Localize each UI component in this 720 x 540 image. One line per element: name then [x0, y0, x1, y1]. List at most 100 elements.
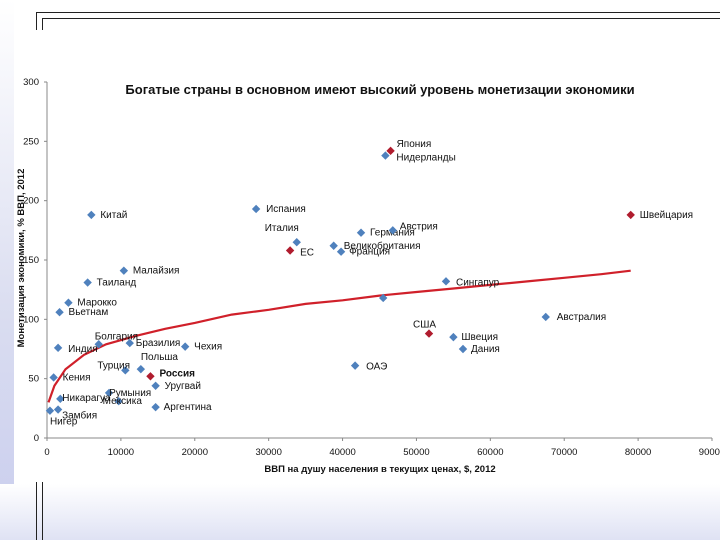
data-point-marker: [458, 344, 468, 354]
x-tick-label: 70000: [551, 447, 577, 458]
data-point-label: Китай: [100, 210, 127, 221]
data-point-marker: [151, 381, 160, 390]
data-point-label: Вьетнам: [69, 307, 109, 318]
x-axis-label: ВВП на душу населения в текущих ценах, $…: [264, 464, 495, 475]
y-axis-label: Монетизация экономики, % ВВП, 2012: [16, 169, 27, 348]
data-point-label: Австралия: [557, 312, 606, 323]
data-point-label: Швейцария: [640, 210, 693, 221]
data-point-label: Испания: [266, 204, 306, 215]
x-tick-label: 0: [44, 447, 49, 458]
data-point-label: Малайзия: [133, 266, 180, 277]
data-point-label: Нигер: [50, 417, 78, 428]
data-point-label: Бразилия: [136, 338, 181, 349]
y-tick-label: 300: [23, 77, 39, 88]
data-point-marker: [125, 338, 134, 348]
data-point-marker: [56, 394, 65, 404]
data-point-marker: [329, 241, 338, 250]
data-point-marker: [45, 406, 55, 415]
y-tick-label: 100: [23, 314, 39, 325]
data-point-marker: [441, 277, 451, 286]
data-point-marker: [285, 246, 295, 255]
data-point-label: Дания: [471, 344, 500, 355]
data-point-marker: [94, 340, 103, 349]
data-point-marker: [53, 343, 63, 353]
chart-background: [14, 30, 712, 482]
data-point-marker: [119, 266, 129, 275]
data-point-label: Великобритания: [344, 240, 421, 252]
frame-line-top-inner: [42, 18, 720, 19]
x-tick-label: 80000: [625, 447, 651, 458]
axes-group: 0 50 100 150 200 250 300 0 10000 20000 30000 40000 5…: [23, 77, 720, 458]
data-point-marker: [87, 210, 96, 220]
data-point-marker: [626, 210, 635, 220]
data-point-marker: [292, 238, 301, 247]
data-point-label: Уругвай: [165, 381, 201, 392]
data-point-label: Замбия: [62, 410, 97, 422]
data-point-marker: [121, 366, 130, 375]
data-point-label: Индия: [68, 344, 98, 355]
points-group: ЯпонияНидерландыКитайИспанияШвейцарияГер…: [45, 139, 693, 428]
y-tick-label: 200: [23, 196, 39, 207]
data-point-label: Франция: [349, 247, 390, 258]
x-tick-label: 60000: [477, 447, 503, 458]
data-point-marker: [146, 372, 155, 381]
data-point-marker: [104, 388, 114, 398]
data-point-marker: [424, 329, 434, 338]
y-tick-label: 150: [23, 255, 39, 266]
data-point-marker: [55, 308, 64, 317]
trendline: [47, 269, 631, 403]
data-point-marker: [49, 373, 58, 382]
data-point-label: Турция: [97, 360, 130, 371]
data-point-label: Сингапур: [456, 277, 500, 288]
x-tick-label: 90000: [699, 447, 720, 458]
data-point-label: Мексика: [103, 396, 143, 407]
frame-line-top: [36, 12, 720, 13]
data-point-marker: [251, 204, 261, 214]
trendline-group: [47, 269, 631, 403]
data-point-marker: [136, 364, 146, 374]
data-point-marker: [114, 397, 123, 406]
y-tick-label: 0: [34, 433, 39, 444]
x-tick-label: 40000: [329, 447, 355, 458]
data-point-marker: [180, 342, 190, 351]
chart-title: Богатые страны в основном имеют высокий …: [125, 82, 634, 97]
data-point-label: Румыния: [109, 388, 151, 399]
data-point-label: Аргентина: [164, 402, 212, 413]
data-point-label: Австрия: [400, 221, 438, 232]
x-tick-label: 30000: [255, 447, 281, 458]
data-point-label: Япония: [397, 139, 432, 150]
data-point-label: Никарагуа: [62, 393, 111, 404]
data-point-marker: [381, 151, 390, 160]
x-tick-label: 50000: [403, 447, 429, 458]
data-point-label: Польша: [141, 352, 179, 363]
left-gradient-band: [0, 0, 14, 540]
x-tick-label: 20000: [182, 447, 208, 458]
data-point-label: ЕС: [300, 248, 314, 259]
data-point-label: США: [413, 320, 436, 331]
data-point-marker: [350, 361, 360, 370]
data-point-marker: [356, 228, 366, 237]
data-point-marker: [378, 293, 388, 303]
data-point-marker: [336, 247, 346, 256]
x-tick-label: 10000: [108, 447, 134, 458]
data-point-marker: [151, 402, 160, 412]
data-point-marker: [53, 405, 63, 414]
y-tick-label: 250: [23, 136, 39, 147]
data-point-label: Россия: [159, 368, 195, 379]
data-point-marker: [541, 312, 550, 322]
data-point-marker: [64, 298, 73, 307]
data-point-marker: [449, 332, 458, 342]
data-point-label: Таиланд: [97, 278, 137, 289]
data-point-marker: [83, 278, 92, 287]
data-point-label: Кения: [63, 372, 91, 383]
data-point-label: Швеция: [461, 332, 498, 343]
y-tick-label: 50: [28, 374, 39, 385]
bottom-gradient-band: [0, 484, 720, 540]
data-point-label: Италия: [265, 223, 299, 234]
data-point-label: Чехия: [194, 342, 222, 353]
data-point-label: Марокко: [77, 298, 117, 309]
data-point-label: ОАЭ: [366, 362, 387, 373]
data-point-label: Нидерланды: [396, 153, 455, 164]
data-point-marker: [386, 146, 395, 156]
